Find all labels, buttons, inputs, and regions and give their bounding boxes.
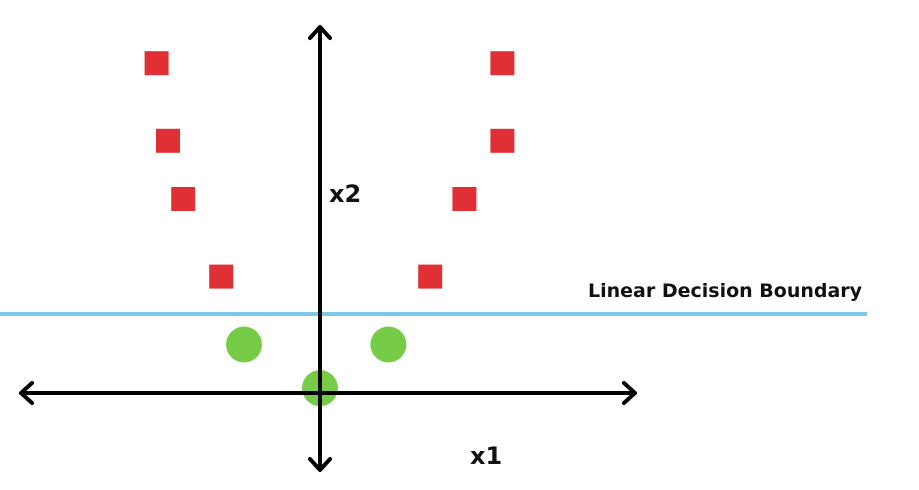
red-square-point [171, 187, 196, 211]
green-circle-point [370, 326, 407, 363]
green-circle-point [226, 326, 262, 363]
red-square-point [452, 187, 477, 211]
red-square-point [156, 128, 180, 153]
x1-axis [19, 381, 637, 405]
red-square-point [144, 51, 169, 76]
x2-axis [308, 25, 332, 472]
red-square-point [418, 264, 443, 289]
red-square-point [209, 264, 234, 289]
decision-boundary-label: Linear Decision Boundary [588, 280, 863, 302]
x1-axis-label: x1 [470, 442, 503, 470]
x2-axis-label: x2 [329, 180, 362, 208]
red-square-point [490, 128, 515, 153]
red-square-point [490, 51, 515, 76]
